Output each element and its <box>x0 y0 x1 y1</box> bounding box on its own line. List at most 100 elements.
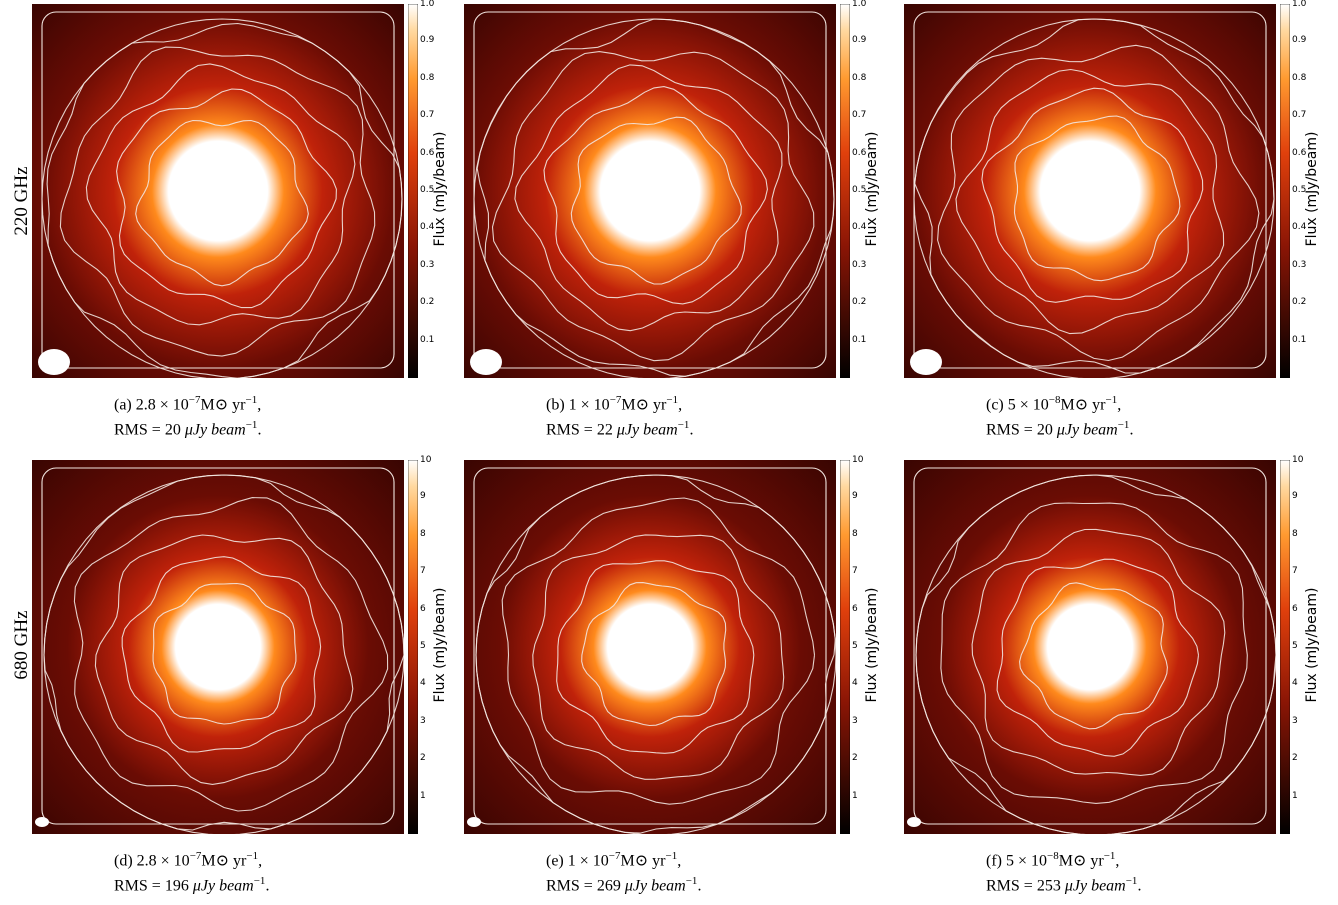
colorbar-tick-label: 9 <box>1292 491 1298 502</box>
colorbar-tick-label: 9 <box>852 491 858 502</box>
contour-line <box>73 497 389 812</box>
contour-line <box>532 534 785 780</box>
colorbar-tick-label: 1 <box>420 790 426 801</box>
colorbar <box>840 4 850 378</box>
colorbar-tick-label: 3 <box>852 715 858 726</box>
colorbar-title: Flux (mJy/beam) <box>432 587 448 703</box>
panel-caption: (a) 2.8 × 10−7M⊙ yr−1, RMS = 20 μJy beam−… <box>114 394 262 439</box>
caption-tag: (f) <box>986 852 1002 870</box>
caption-rate-exp: −8 <box>1048 394 1061 406</box>
contour-line <box>570 116 742 285</box>
colorbar-tick-label: 0.4 <box>1292 222 1307 233</box>
colorbar-tick-label: 4 <box>1292 678 1298 689</box>
contour-line <box>940 502 1248 804</box>
caption-rms-unit: μJy beam <box>184 421 246 439</box>
contour-line <box>473 467 827 825</box>
contour-line <box>85 63 356 326</box>
colorbar-tick-label: 3 <box>420 715 426 726</box>
contour-line <box>996 558 1200 757</box>
contour-line <box>473 11 827 369</box>
panel-caption: (d) 2.8 × 10−7M⊙ yr−1, RMS = 196 μJy beam… <box>114 850 270 895</box>
caption-rms-label: RMS = <box>986 877 1033 895</box>
colorbar-tick-label: 0.1 <box>1292 334 1307 345</box>
caption-rate-exp: −7 <box>188 394 201 406</box>
beam-ellipse <box>467 817 481 827</box>
colorbar-title: Flux (mJy/beam) <box>864 587 880 703</box>
caption-rms-unit: μJy beam <box>192 877 254 895</box>
colorbar-title: Flux (mJy/beam) <box>864 131 880 247</box>
colorbar <box>408 460 418 834</box>
colorbar-title: Flux (mJy/beam) <box>1304 131 1320 247</box>
flux-map <box>32 4 404 378</box>
contour-line <box>1013 115 1181 282</box>
caption-rate-unit: M⊙ yr <box>1058 852 1104 870</box>
colorbar-tick-label: 0.8 <box>1292 72 1307 83</box>
caption-rate-exp: −7 <box>609 394 622 406</box>
colorbar-title: Flux (mJy/beam) <box>1304 587 1320 703</box>
colorbar-tick-label: 7 <box>420 566 426 577</box>
caption-rate-unit-exp: −1 <box>1103 850 1116 862</box>
caption-rms-unit: μJy beam <box>616 421 678 439</box>
colorbar-tick-label: 0.8 <box>420 72 435 83</box>
colorbar-tick-label: 0.5 <box>1292 185 1307 195</box>
colorbar-tick-label: 1 <box>1292 790 1298 801</box>
colorbar-tick-label: 0.2 <box>852 297 867 308</box>
caption-rms-value: 269 <box>596 877 621 895</box>
colorbar-tick-label: 0.6 <box>420 147 435 158</box>
colorbar-tick-label: 2 <box>1292 753 1298 764</box>
panel-d: 10 9 8 7 6 5 4 3 2 1 Flux (mJy/beam) <box>32 455 462 900</box>
colorbar <box>840 460 850 834</box>
panel-e: 10 9 8 7 6 5 4 3 2 1 Flux (mJy/beam) <box>464 455 894 900</box>
caption-rms-unit-exp: −1 <box>253 875 266 888</box>
caption-rms-value: 20 <box>164 421 181 439</box>
caption-rate-exp: −8 <box>1047 850 1059 862</box>
colorbar-tick-label: 0.7 <box>1292 110 1307 121</box>
caption-rate-unit: M⊙ yr <box>620 852 666 870</box>
colorbar-tick-label: 0.2 <box>420 297 435 308</box>
caption-rate: 2.8 × 10 <box>135 396 189 414</box>
colorbar-tick-label: 0.1 <box>420 334 435 345</box>
colorbar-tick-label: 6 <box>852 603 858 614</box>
panel-a: 1.0 0.9 0.8 0.7 0.6 0.5 0.4 0.3 0.2 0.1 Flux (mJy/… <box>32 0 462 444</box>
caption-rms-unit-exp: −1 <box>1117 419 1130 432</box>
contour-line <box>121 556 322 753</box>
panel-caption: (e) 1 × 10−7M⊙ yr−1, RMS = 269 μJy beam−1… <box>546 850 702 895</box>
colorbar-tick-label: 2 <box>420 753 426 764</box>
caption-rate-unit: M⊙ yr <box>1060 396 1106 414</box>
colorbar-tick-label: 7 <box>1292 566 1298 577</box>
caption-rms-unit: μJy beam <box>624 877 686 895</box>
contour-line <box>501 497 816 805</box>
contour-line <box>514 64 783 332</box>
caption-rms-value: 253 <box>1036 877 1061 895</box>
colorbar-tick-label: 0.5 <box>852 185 867 195</box>
colorbar-tick-label: 0.8 <box>852 72 867 83</box>
beam-ellipse <box>35 817 49 827</box>
caption-tag: (a) <box>114 396 132 414</box>
contour-line <box>491 51 815 362</box>
contour-line <box>475 474 836 834</box>
caption-rate: 1 × 10 <box>568 396 610 414</box>
colorbar-tick-label: 0.5 <box>420 185 435 195</box>
colorbar-tick-label: 0.3 <box>420 259 435 270</box>
colorbar-tick-label: 6 <box>420 603 426 614</box>
beam-ellipse <box>38 349 70 375</box>
caption-rms-label: RMS = <box>986 421 1033 439</box>
colorbar-tick-label: 0.7 <box>420 110 435 121</box>
caption-rate-exp: −7 <box>189 850 202 862</box>
contour-line <box>59 46 376 357</box>
colorbar-tick-label: 3 <box>1292 715 1298 726</box>
colorbar-tick-label: 6 <box>1292 603 1298 614</box>
colorbar-tick-label: 8 <box>852 528 858 539</box>
colorbar <box>1280 460 1290 834</box>
colorbar-tick-label: 10 <box>1292 455 1304 465</box>
flux-map <box>904 4 1276 378</box>
flux-map <box>464 4 836 378</box>
colorbar-tick-label: 4 <box>852 678 858 689</box>
colorbar-tick-label: 0.1 <box>852 334 867 345</box>
colorbar-tick-label: 7 <box>852 566 858 577</box>
colorbar-tick-label: 0.9 <box>1292 35 1307 46</box>
flux-map <box>32 460 404 834</box>
colorbar-tick-label: 10 <box>420 455 432 465</box>
colorbar-tick-label: 1.0 <box>852 0 867 9</box>
colorbar-tick-label: 10 <box>852 455 864 465</box>
